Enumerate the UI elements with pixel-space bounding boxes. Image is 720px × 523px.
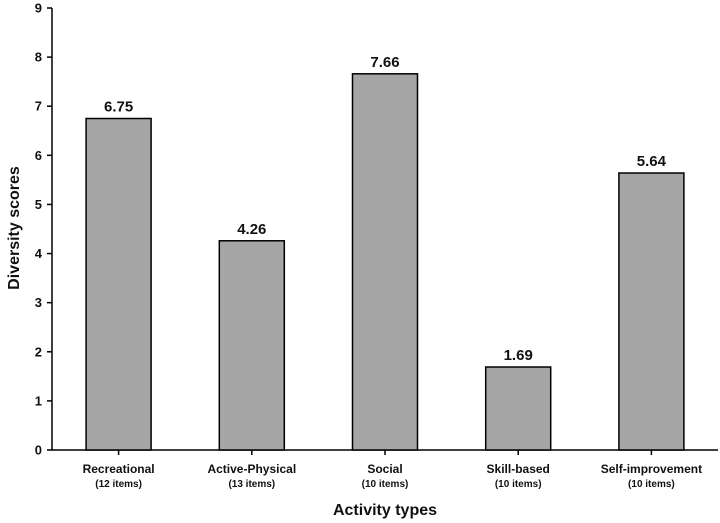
bar-value-label: 1.69 bbox=[504, 347, 533, 364]
y-tick-label: 8 bbox=[35, 50, 42, 65]
y-tick-label: 0 bbox=[35, 443, 42, 458]
x-tick-label: Self-improvement bbox=[601, 462, 702, 476]
plot-area: 0 1 2 3 4 5 6 7 8 9 6.75 Recreational (12 items) 4.26… bbox=[35, 1, 718, 490]
x-tick-label: Active-Physical bbox=[207, 462, 296, 476]
y-tick-label: 3 bbox=[35, 295, 42, 310]
x-tick-label: Skill-based bbox=[487, 462, 550, 476]
y-tick-label: 1 bbox=[35, 393, 42, 408]
x-axis-title: Activity types bbox=[333, 502, 437, 519]
x-tick-sublabel: (13 items) bbox=[228, 479, 275, 490]
y-tick-label: 7 bbox=[35, 99, 42, 114]
bar bbox=[351, 73, 419, 451]
y-tick-label: 6 bbox=[35, 148, 42, 163]
y-tick-label: 4 bbox=[35, 246, 43, 261]
y-tick-label: 2 bbox=[35, 344, 42, 359]
x-tick-label: Recreational bbox=[83, 462, 155, 476]
y-tick-label: 5 bbox=[35, 197, 42, 212]
bar-value-label: 7.66 bbox=[370, 54, 399, 71]
y-axis-title: Diversity scores bbox=[6, 166, 23, 290]
x-tick-label: Social bbox=[367, 462, 402, 476]
x-tick-sublabel: (12 items) bbox=[95, 479, 142, 490]
bar bbox=[618, 172, 685, 451]
bar bbox=[85, 117, 152, 451]
bar bbox=[484, 366, 552, 451]
bar-value-label: 4.26 bbox=[237, 221, 266, 238]
x-tick-sublabel: (10 items) bbox=[362, 479, 409, 490]
bar-value-label: 6.75 bbox=[104, 99, 133, 116]
x-tick-sublabel: (10 items) bbox=[495, 479, 542, 490]
bar bbox=[218, 240, 286, 451]
x-tick-sublabel: (10 items) bbox=[628, 479, 675, 490]
y-tick-label: 9 bbox=[35, 1, 42, 16]
bar-value-label: 5.64 bbox=[637, 153, 667, 170]
